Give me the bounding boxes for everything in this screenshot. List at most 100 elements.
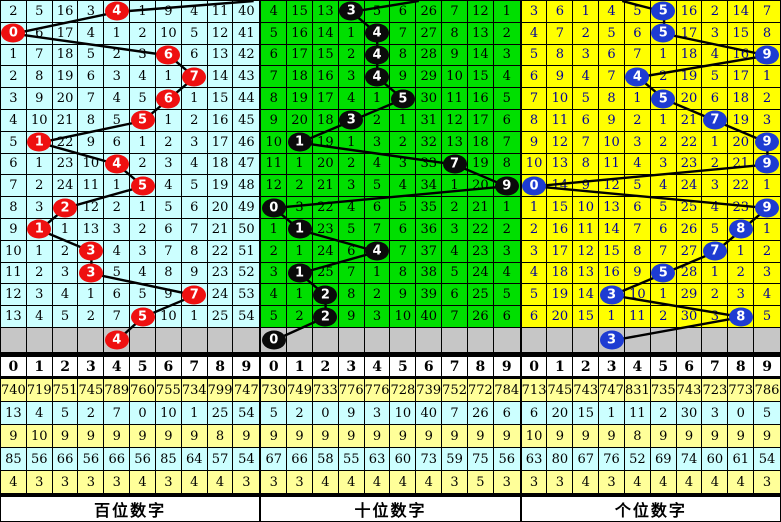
miss-count-cell: 3 xyxy=(702,306,729,328)
tens-drawn-digit-ball: 5 xyxy=(390,89,415,109)
miss-count-cell: 1 xyxy=(493,197,520,219)
units-drawn-digit-ball: 9 xyxy=(755,154,780,174)
miss-count-cell: 5 xyxy=(26,1,53,23)
miss-count-cell: 1 xyxy=(287,131,313,154)
miss-count-cell: 3 xyxy=(26,197,53,219)
miss-count-cell: 37 xyxy=(416,240,443,263)
stat-cell: 4 xyxy=(390,471,417,494)
miss-count-cell: 8 xyxy=(599,88,625,110)
hundreds-drawn-digit-ball: 0 xyxy=(1,23,26,43)
miss-count-cell: 16 xyxy=(312,66,339,89)
stat-cell: 760 xyxy=(130,379,156,402)
miss-count-cell: 16 xyxy=(547,218,574,241)
miss-count-cell: 2 xyxy=(493,218,520,241)
stat-cell: 54 xyxy=(754,448,780,471)
miss-count-cell: 1 xyxy=(364,88,391,110)
miss-count-cell: 5 xyxy=(390,88,417,110)
units-row-8: 0 14 9 12 5 4 24 3 22 1 xyxy=(521,175,780,198)
stat-cell: 9 xyxy=(52,425,79,448)
miss-count-cell: 16 xyxy=(287,22,313,45)
stat-cell: 831 xyxy=(624,379,651,402)
miss-count-cell: 16 xyxy=(676,1,703,23)
stat-cell: 3 xyxy=(52,471,79,494)
stat-cell: 733 xyxy=(312,379,339,402)
miss-count-cell: 1 xyxy=(728,240,755,263)
miss-count-cell: 18 xyxy=(52,44,79,67)
stat-cell: 743 xyxy=(676,379,703,402)
digit-header-cell: 2 xyxy=(312,357,339,377)
stat-cell: 739 xyxy=(416,379,443,402)
stat-cell: 4 xyxy=(1,471,27,494)
miss-count-cell: 9 xyxy=(754,44,780,67)
miss-count-cell: 6 xyxy=(547,1,574,23)
miss-count-cell: 40 xyxy=(233,1,260,23)
stat-cell: 13 xyxy=(1,402,27,425)
stat-cell: 4 xyxy=(573,471,600,494)
miss-count-cell: 42 xyxy=(233,44,260,67)
tens-drawn-digit-ball: 4 xyxy=(365,241,390,261)
miss-count-cell: 3 xyxy=(104,66,131,89)
tens-row-3: 7 18 16 3 4 9 29 10 15 4 xyxy=(261,66,520,89)
miss-count-cell: 28 xyxy=(676,262,703,285)
miss-count-cell: 3 xyxy=(754,109,780,132)
units-row-0: 3 6 1 4 5 5 16 2 14 7 xyxy=(521,1,780,23)
stat-cell: 66 xyxy=(104,448,131,471)
stat-cell: 56 xyxy=(493,448,520,471)
miss-count-cell: 2 xyxy=(650,66,677,89)
stat-cell: 10 xyxy=(521,425,548,448)
miss-count-cell: 48 xyxy=(233,175,260,198)
miss-count-cell: 7 xyxy=(261,66,288,89)
miss-count-cell: 7 xyxy=(390,240,417,263)
stat-cell: 7 xyxy=(442,402,468,425)
miss-count-cell: 4 xyxy=(104,88,131,110)
miss-count-cell: 7 xyxy=(599,66,625,89)
hundreds-drawn-digit-ball: 5 xyxy=(130,176,155,196)
digit-header-cell: 6 xyxy=(155,357,182,377)
miss-count-cell: 19 xyxy=(287,88,313,110)
hundreds-predict-row: 4 xyxy=(1,327,260,353)
miss-count-cell: 4 xyxy=(130,66,156,89)
miss-count-cell: 13 xyxy=(573,262,600,285)
miss-count-cell: 4 xyxy=(624,153,651,176)
stat-cell: 2 xyxy=(287,402,313,425)
miss-count-cell: 1 xyxy=(26,218,53,241)
miss-count-cell: 5 xyxy=(104,109,131,132)
miss-count-cell: 23 xyxy=(467,240,494,263)
stat-cell: 10 xyxy=(390,402,417,425)
units-row-1: 4 7 2 5 6 5 17 3 15 8 xyxy=(521,22,780,45)
stat-cell: 9 xyxy=(390,425,417,448)
miss-count-cell: 3 xyxy=(52,262,79,285)
predict-cell xyxy=(338,327,365,353)
miss-count-cell: 4 xyxy=(364,66,391,89)
miss-count-cell: 9 xyxy=(754,153,780,176)
miss-count-cell: 52 xyxy=(233,262,260,285)
panel-units: 3 6 1 4 5 5 16 2 14 7 4 7 2 5 6 5 17 3 15 8 5 8 3 6 7 1 18 4 16 9 6 9 4 7… xyxy=(521,1,780,521)
miss-count-cell: 11 xyxy=(78,175,105,198)
units-drawn-digit-ball: 5 xyxy=(651,23,676,43)
stat-cell: 743 xyxy=(573,379,600,402)
miss-count-cell: 12 xyxy=(467,1,494,23)
miss-count-cell: 9 xyxy=(754,131,780,154)
stat-cell: 4 xyxy=(130,471,156,494)
stat-cell: 3 xyxy=(754,471,780,494)
miss-count-cell: 8 xyxy=(261,88,288,110)
miss-count-cell: 3 xyxy=(364,306,391,328)
miss-count-cell: 4 xyxy=(338,88,365,110)
miss-count-cell: 54 xyxy=(233,306,260,328)
miss-count-cell: 3 xyxy=(78,262,105,285)
digit-header-cell: 6 xyxy=(676,357,703,377)
miss-count-cell: 9 xyxy=(573,175,600,198)
digit-header-cell: 9 xyxy=(754,357,780,377)
miss-count-cell: 26 xyxy=(416,1,443,23)
miss-count-cell: 2 xyxy=(728,262,755,285)
units-drawn-digit-ball: 9 xyxy=(755,198,780,218)
miss-count-cell: 4 xyxy=(521,262,548,285)
stat-cell: 728 xyxy=(390,379,417,402)
stat-cell: 64 xyxy=(181,448,208,471)
miss-count-cell: 8 xyxy=(1,197,27,219)
digit-header-cell: 9 xyxy=(233,357,260,377)
stat-cell: 4 xyxy=(624,471,651,494)
miss-count-cell: 8 xyxy=(728,218,755,241)
units-row-9: 1 15 10 13 6 5 25 4 23 9 xyxy=(521,197,780,219)
miss-count-cell: 2 xyxy=(521,218,548,241)
